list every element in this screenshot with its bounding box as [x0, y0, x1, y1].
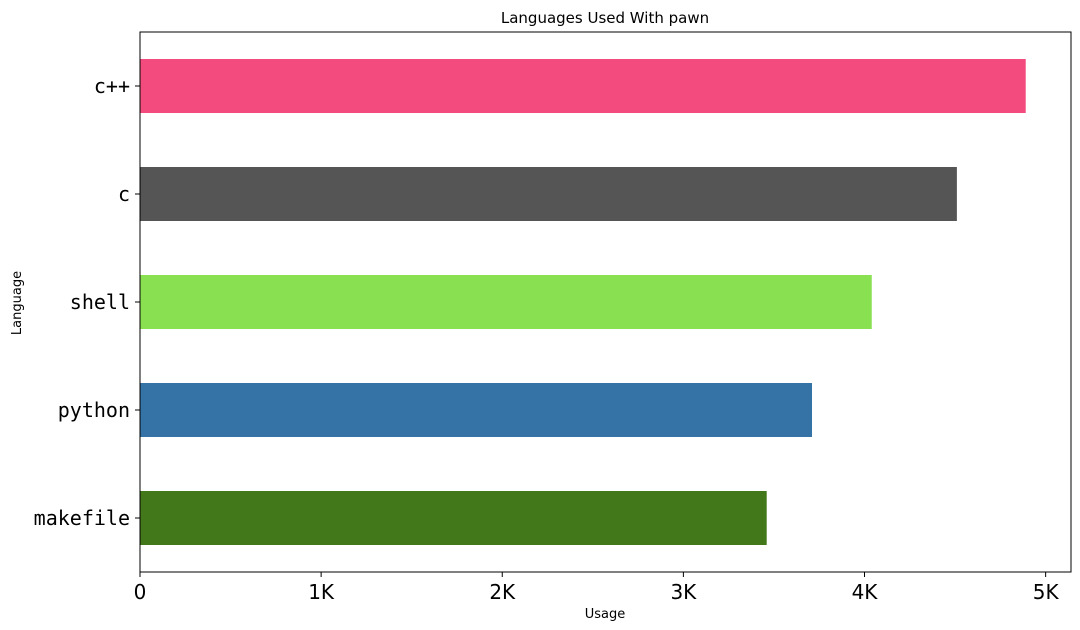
chart-title: Languages Used With pawn	[501, 9, 709, 27]
x-tick-label: 1K	[308, 580, 335, 604]
x-axis: 0 1K 2K 3K 4K 5K	[134, 572, 1060, 604]
y-tick-label: makefile	[34, 506, 130, 530]
x-tick-label: 5K	[1033, 580, 1060, 604]
bar-python	[140, 383, 812, 437]
bar-c	[140, 167, 957, 221]
y-tick-label: shell	[70, 290, 130, 314]
x-tick-label: 0	[134, 580, 147, 604]
y-axis: c++ c shell python makefile	[34, 74, 140, 530]
bar-cplus	[140, 59, 1026, 113]
x-axis-label: Usage	[585, 607, 626, 622]
y-axis-label: Language	[10, 271, 25, 335]
bar-makefile	[140, 491, 767, 545]
x-tick-label: 3K	[670, 580, 697, 604]
x-tick-label: 4K	[852, 580, 879, 604]
bar-shell	[140, 275, 872, 329]
bars-group	[140, 59, 1026, 545]
y-tick-label: c	[118, 182, 130, 206]
y-tick-label: c++	[94, 74, 130, 98]
x-tick-label: 2K	[489, 580, 516, 604]
y-tick-label: python	[58, 398, 130, 422]
